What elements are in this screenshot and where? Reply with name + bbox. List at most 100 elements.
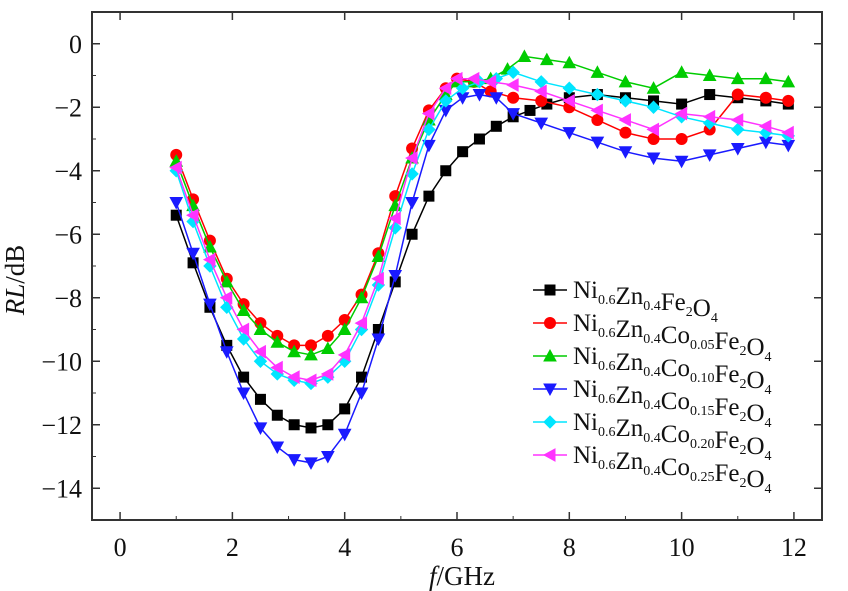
data-point — [590, 65, 605, 78]
data-point — [271, 409, 283, 421]
data-point — [203, 298, 217, 312]
data-point — [304, 457, 318, 470]
data-point — [730, 143, 745, 156]
data-point — [305, 422, 317, 434]
legend-text: Fe — [714, 427, 739, 454]
data-point — [591, 113, 604, 126]
legend-label: Ni0.6Zn0.4Co0.10Fe2O4 — [573, 343, 772, 398]
data-point — [646, 122, 660, 137]
legend-label: Ni0.6Zn0.4Co0.20Fe2O4 — [573, 409, 772, 464]
legend-text: Zn — [616, 349, 644, 376]
series-layer — [169, 49, 796, 470]
legend-subscript: 0.6 — [598, 293, 616, 308]
legend-text: Zn — [616, 415, 644, 442]
data-point — [236, 322, 250, 337]
data-point — [421, 106, 435, 121]
data-point — [540, 52, 554, 66]
data-point — [618, 146, 633, 159]
legend-text: Fe — [714, 361, 739, 388]
data-point — [219, 274, 234, 288]
data-point — [169, 160, 182, 175]
axis-ticks: 0 2 4 6 8 10 12 0 −2 −4 −6 −8 −10 −12 −14 — [41, 12, 822, 562]
data-point — [782, 94, 795, 107]
y-tick-label: −10 — [41, 347, 82, 376]
legend-marker — [543, 415, 557, 429]
y-tick-label: −14 — [41, 474, 82, 503]
legend-label: Ni0.6Zn0.4Co0.25Fe2O4 — [573, 442, 772, 497]
x-axis-title: f/GHz — [429, 561, 495, 591]
data-point — [322, 419, 334, 431]
data-point — [646, 152, 661, 166]
y-tick-label: −8 — [54, 284, 82, 313]
legend-text: Co — [661, 322, 690, 349]
legend-subscript: 0.6 — [598, 425, 616, 440]
legend-marker — [544, 317, 556, 329]
data-point — [236, 332, 251, 346]
legend-subscript: 0.4 — [643, 464, 661, 479]
legend-subscript: 0.4 — [643, 365, 661, 380]
legend-subscript: 0.6 — [598, 458, 616, 473]
data-point — [472, 89, 487, 102]
data-point — [422, 122, 436, 137]
legend-marker — [544, 284, 556, 296]
data-point — [388, 211, 401, 226]
data-point — [731, 88, 744, 101]
data-point — [674, 106, 688, 121]
legend-text: Co — [661, 454, 690, 481]
legend-label: Ni0.6Zn0.4Fe2O4 — [573, 277, 718, 326]
data-point — [439, 94, 453, 108]
legend-text: Zn — [616, 283, 644, 310]
data-point — [730, 113, 744, 127]
data-point — [219, 290, 233, 305]
data-point — [270, 335, 285, 348]
data-point — [506, 78, 519, 92]
data-point — [354, 290, 369, 304]
legend-subscript: 0.25 — [690, 470, 715, 485]
legend-text: Fe — [714, 394, 739, 421]
data-point — [236, 303, 251, 316]
series-line — [175, 71, 789, 385]
data-point — [704, 89, 716, 101]
data-point — [371, 249, 386, 262]
legend-text: Fe — [661, 289, 686, 316]
legend-text: Ni — [573, 310, 598, 337]
legend-entry: Ni0.6Zn0.4Co0.15Fe2O4 — [533, 376, 772, 431]
data-point — [675, 133, 688, 145]
legend-text: O — [746, 367, 764, 394]
data-point — [203, 239, 217, 253]
legend-text: Ni — [573, 376, 598, 403]
legend-subscript: 2 — [686, 305, 693, 320]
data-point — [169, 197, 184, 210]
legend-subscript: 0.20 — [690, 437, 715, 452]
data-point — [253, 322, 268, 335]
data-point — [320, 367, 334, 381]
data-point — [483, 75, 497, 89]
legend-subscript: 0.6 — [598, 359, 616, 374]
data-point — [371, 271, 384, 286]
data-point — [219, 346, 234, 359]
legend-subscript: 2 — [739, 344, 746, 359]
legend-subscript: 4 — [765, 449, 772, 464]
data-point — [781, 74, 796, 88]
data-point — [337, 348, 351, 362]
legend-subscript: 0.15 — [690, 404, 715, 419]
legend-subscript: 0.6 — [598, 326, 616, 341]
legend-subscript: 0.4 — [643, 332, 661, 347]
legend-text: Co — [661, 421, 690, 448]
legend-entry: Ni0.6Zn0.4Co0.25Fe2O4 — [533, 442, 772, 497]
legend-subscript: 0.4 — [643, 299, 661, 314]
data-point — [702, 109, 716, 124]
data-point — [618, 74, 633, 88]
data-point — [354, 316, 368, 330]
data-point — [618, 94, 633, 108]
legend-subscript: 2 — [739, 476, 746, 491]
data-point — [287, 344, 301, 358]
data-point — [562, 55, 577, 69]
data-point — [303, 373, 317, 388]
data-point — [674, 155, 689, 169]
data-point — [422, 139, 436, 153]
x-tick-label: 4 — [338, 533, 351, 562]
data-point — [534, 84, 547, 99]
data-point — [619, 126, 632, 139]
